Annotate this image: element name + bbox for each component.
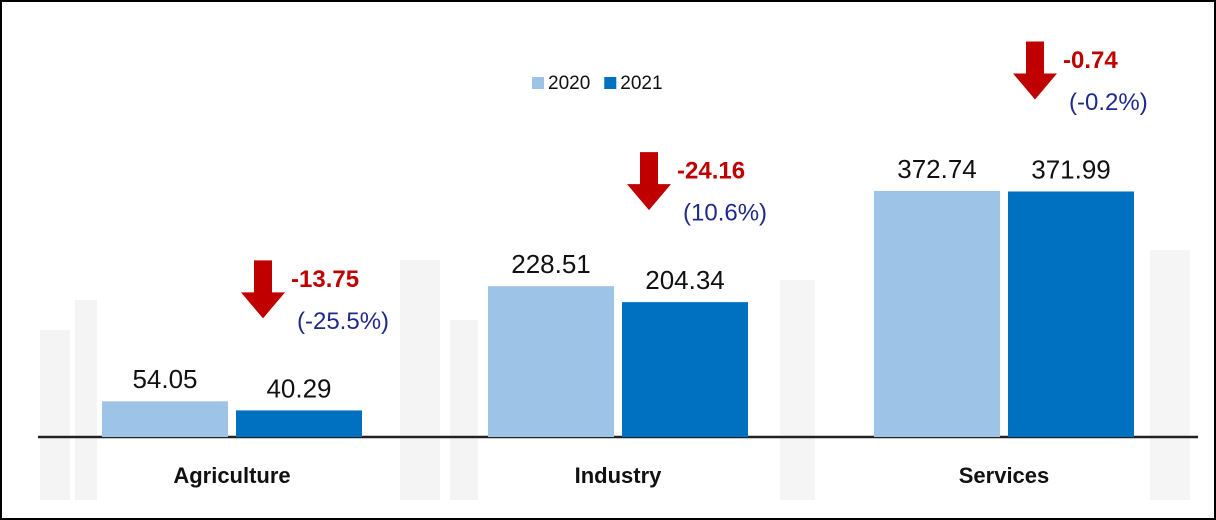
value-label: 54.05	[132, 364, 197, 394]
bar	[874, 190, 1000, 437]
change-label: -13.75	[291, 266, 359, 293]
down-arrow	[1013, 41, 1057, 100]
bar	[488, 286, 614, 437]
legend-label: 2021	[620, 73, 662, 94]
bar	[1008, 191, 1134, 437]
down-arrow	[627, 152, 671, 211]
x-tick-label: Services	[959, 463, 1050, 488]
value-label: 372.74	[897, 154, 977, 184]
value-label: 204.34	[645, 265, 725, 295]
value-label: 228.51	[511, 249, 591, 279]
percent-label: (-25.5%)	[297, 308, 389, 335]
bar	[102, 401, 228, 437]
legend-swatch	[604, 77, 617, 89]
change-label: -0.74	[1063, 47, 1118, 74]
x-tick-label: Agriculture	[173, 463, 290, 488]
bar	[236, 410, 362, 437]
x-tick-label: Industry	[575, 463, 663, 488]
down-arrow	[241, 260, 285, 319]
percent-label: (10.6%)	[683, 199, 767, 226]
percent-label: (-0.2%)	[1069, 89, 1148, 116]
legend-label: 2020	[548, 73, 590, 94]
value-label: 371.99	[1031, 154, 1111, 184]
change-label: -24.16	[677, 157, 745, 184]
skyline-background	[40, 250, 1190, 500]
bar	[622, 302, 748, 437]
value-label: 40.29	[266, 373, 331, 403]
legend-swatch	[532, 77, 544, 89]
